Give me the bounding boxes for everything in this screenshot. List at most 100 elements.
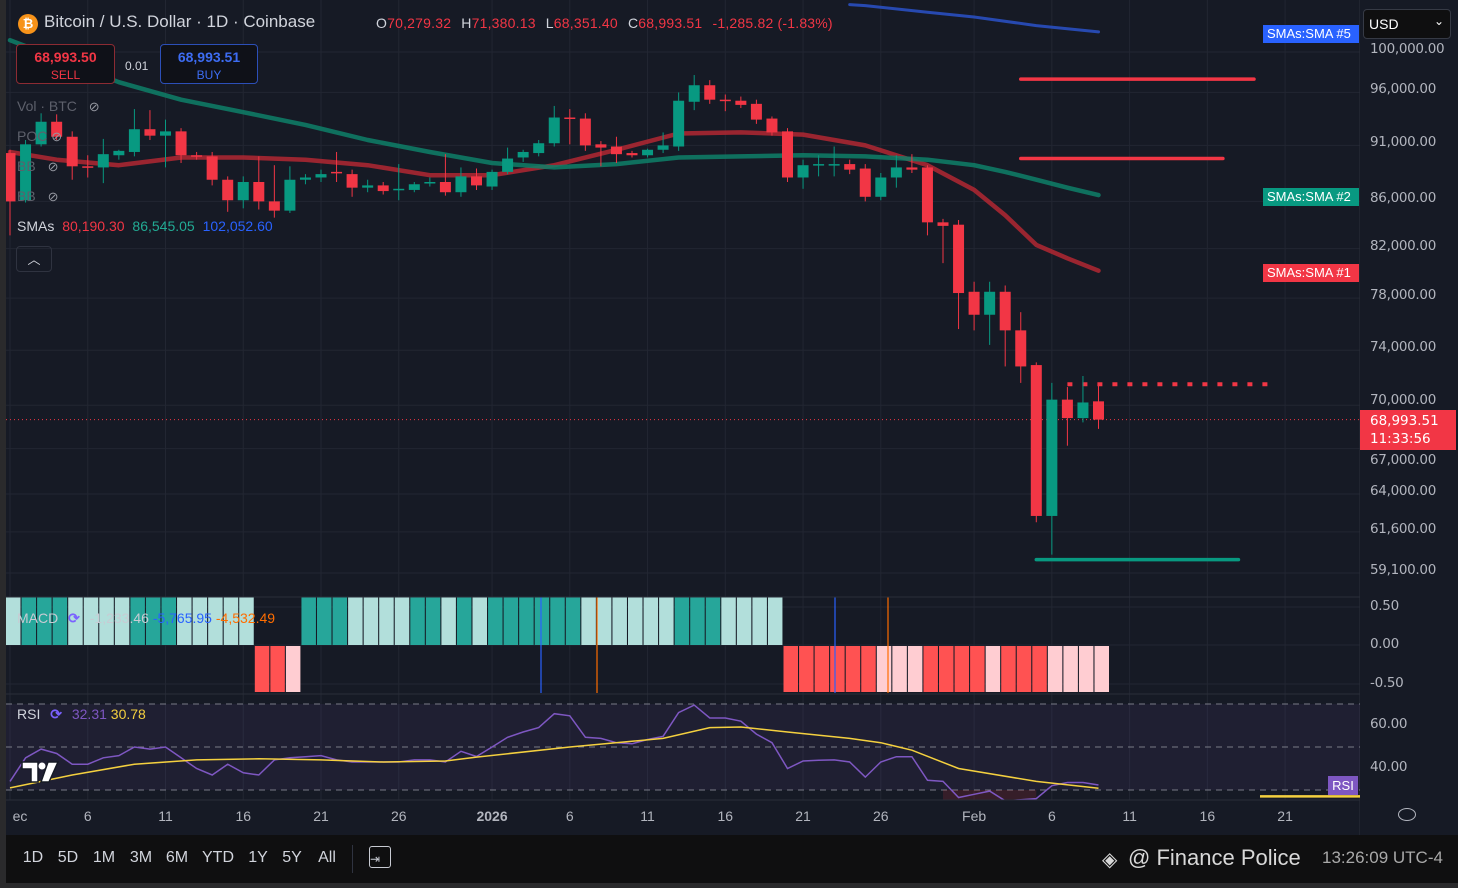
macd-axis-label: 0.50: [1370, 598, 1399, 614]
candle-body: [253, 182, 265, 202]
candle: [346, 169, 358, 197]
candle-body: [362, 185, 374, 188]
macd-histogram-bar: [6, 597, 21, 645]
candle: [906, 154, 918, 174]
sma5-value: 102,052.60: [202, 218, 273, 234]
goto-date-calendar-icon[interactable]: ⇥: [369, 846, 391, 868]
macd-histogram-bar: [1047, 646, 1063, 692]
high-label: H: [461, 15, 472, 31]
sell-button[interactable]: 68,993.50 SELL: [16, 44, 115, 84]
rsi-axis-label: 40.00: [1370, 759, 1408, 775]
macd-histogram-bar: [970, 646, 985, 692]
candle-body: [113, 150, 125, 156]
candle: [393, 164, 405, 201]
candle-body: [844, 164, 856, 170]
eye-off-icon[interactable]: ⊘: [47, 189, 59, 204]
macd-histogram-bar: [767, 597, 783, 645]
legend-bb-2[interactable]: BB ⊘: [17, 188, 58, 205]
macd-histogram-bar: [1016, 646, 1032, 692]
candle-body: [735, 100, 747, 105]
buy-button[interactable]: 68,993.51 BUY: [160, 44, 258, 84]
candle: [564, 109, 576, 145]
collapse-legend-button[interactable]: ︿: [16, 246, 52, 272]
macd-histogram-bar: [472, 597, 487, 645]
range-button-ytd[interactable]: YTD: [202, 849, 234, 866]
rsi-legend[interactable]: RSI ⟳ 32.31 30.78: [17, 706, 146, 723]
price-axis-label: 61,600.00: [1370, 520, 1437, 537]
candle: [813, 155, 825, 177]
range-button-1m[interactable]: 1M: [92, 849, 116, 866]
macd-histogram-bar: [690, 597, 705, 645]
price-axis-label: 78,000.00: [1370, 287, 1437, 304]
candle: [1061, 387, 1073, 446]
time-tick-label: 16: [717, 808, 734, 824]
price-axis-label: 86,000.00: [1370, 190, 1437, 207]
macd-histogram-bar: [752, 597, 767, 645]
eye-off-icon[interactable]: ⊘: [88, 99, 100, 114]
candle: [113, 149, 125, 160]
macd-histogram-bar: [161, 597, 176, 645]
candle: [191, 151, 203, 160]
legend-volume[interactable]: Vol · BTC ⊘: [17, 98, 100, 115]
candle: [750, 99, 762, 124]
macd-histogram-bar: [503, 597, 519, 645]
close-value: 68,993.51: [638, 15, 703, 31]
candle: [1077, 376, 1089, 423]
range-button-3m[interactable]: 3M: [129, 849, 153, 866]
macd-histogram-bar: [674, 597, 690, 645]
range-button-1y[interactable]: 1Y: [248, 849, 268, 866]
sma-line-sma5: [848, 3, 1100, 34]
symbol-title[interactable]: Bitcoin / U.S. Dollar · 1D · Coinbase: [44, 12, 316, 31]
legend-bb[interactable]: BB ⊘: [17, 158, 58, 175]
legend-volume-label: Vol · BTC: [17, 98, 77, 114]
range-button-1d[interactable]: 1D: [22, 849, 44, 866]
time-tick-label: 26: [873, 808, 889, 824]
eye-off-icon[interactable]: ⊘: [47, 159, 59, 174]
macd-histogram-bar: [270, 646, 285, 692]
candle-body: [797, 165, 809, 178]
candle: [517, 149, 529, 162]
candle-body: [579, 118, 591, 146]
range-button-all[interactable]: All: [318, 849, 336, 866]
currency-value: USD: [1369, 16, 1399, 32]
currency-select[interactable]: USD ⌄: [1363, 9, 1451, 39]
candle-body: [1061, 399, 1073, 419]
candle-body: [953, 224, 965, 294]
candle-body: [813, 164, 825, 166]
macd-histogram-bar: [394, 597, 410, 645]
range-button-5d[interactable]: 5D: [57, 849, 79, 866]
macd-histogram-bar: [628, 597, 643, 645]
macd-histogram-bar: [550, 597, 565, 645]
chart-canvas[interactable]: [6, 0, 1360, 835]
refresh-icon[interactable]: ⟳: [68, 610, 80, 626]
range-button-5y[interactable]: 5Y: [282, 849, 302, 866]
rsi-pane[interactable]: [6, 703, 1360, 801]
macd-legend[interactable]: MACD ⟳ -1,233.46 -5,765.95 -4,532.49: [17, 610, 275, 627]
candle-body: [222, 179, 234, 201]
low-value: 68,351.40: [553, 15, 618, 31]
time-tick-label: 6: [565, 808, 574, 824]
macd-histogram-bar: [596, 597, 612, 645]
price-pane[interactable]: [6, 3, 1360, 562]
macd-pane[interactable]: [6, 597, 1109, 693]
legend-poc[interactable]: POC ⊘: [17, 128, 62, 145]
macd-histogram-bar: [643, 597, 659, 645]
macd-histogram-bar: [239, 597, 254, 645]
macd-histogram-bar: [488, 597, 503, 645]
candle-body: [968, 291, 980, 315]
refresh-icon[interactable]: ⟳: [50, 706, 62, 722]
candle-body: [673, 100, 685, 147]
sma2-tag: SMAs:SMA #2: [1263, 188, 1359, 206]
high-value: 71,380.13: [471, 15, 536, 31]
change-value: -1,285.82 (-1.83%): [712, 15, 833, 31]
candle: [237, 176, 249, 209]
macd-histogram-bar: [363, 597, 379, 645]
range-button-6m[interactable]: 6M: [165, 849, 189, 866]
legend-smas[interactable]: SMAs 80,190.30 86,545.05 102,052.60: [17, 218, 273, 234]
eye-off-icon[interactable]: ⊘: [51, 129, 63, 144]
candle-body: [377, 185, 389, 192]
settings-icon[interactable]: [1398, 808, 1416, 821]
candle-body: [1015, 330, 1027, 367]
time-tick-label: 6: [83, 808, 92, 824]
clock-timestamp[interactable]: 13:26:09 UTC-4: [1322, 848, 1443, 867]
